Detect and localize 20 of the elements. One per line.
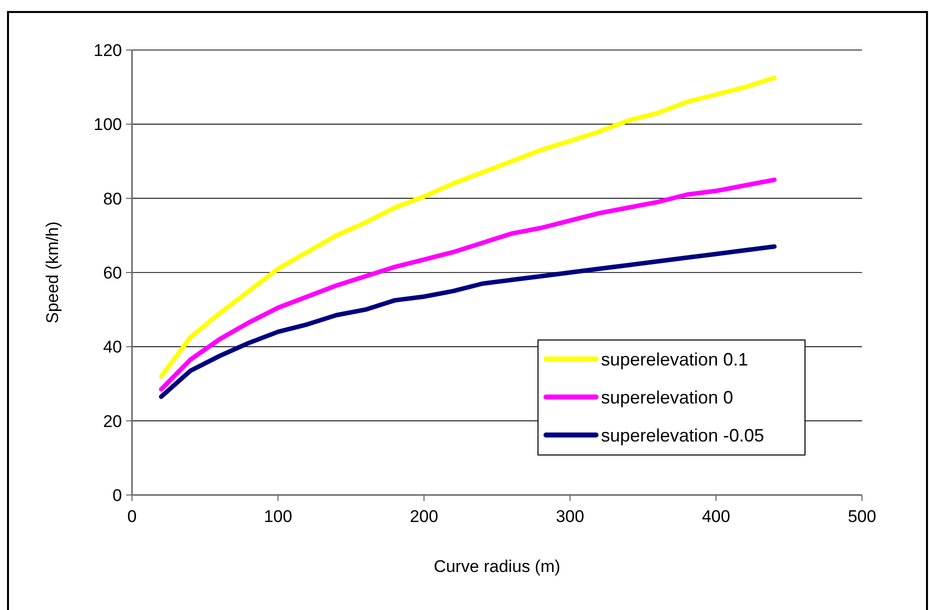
y-tick-label: 0 xyxy=(112,486,122,505)
legend-label: superelevation 0.1 xyxy=(601,349,748,370)
y-tick-label: 80 xyxy=(103,189,122,208)
y-tick-label: 60 xyxy=(103,263,122,282)
x-tick-label: 300 xyxy=(556,507,584,526)
line-series xyxy=(158,178,777,392)
x-axis-title: Curve radius (m) xyxy=(434,557,560,576)
x-tick-label: 400 xyxy=(702,507,730,526)
legend-label: superelevation 0 xyxy=(601,387,734,408)
line-series xyxy=(158,76,777,379)
x-tick-label: 0 xyxy=(127,507,137,526)
y-axis-title: Speed (km/h) xyxy=(43,221,62,324)
x-tick-label: 100 xyxy=(264,507,292,526)
x-tick-label: 500 xyxy=(848,507,876,526)
y-tick-label: 40 xyxy=(103,338,122,357)
legend-label: superelevation -0.05 xyxy=(601,425,764,446)
x-tick-label: 200 xyxy=(410,507,438,526)
y-tick-label: 20 xyxy=(103,412,122,431)
y-tick-label: 120 xyxy=(94,40,122,60)
y-tick-label: 100 xyxy=(94,115,122,134)
